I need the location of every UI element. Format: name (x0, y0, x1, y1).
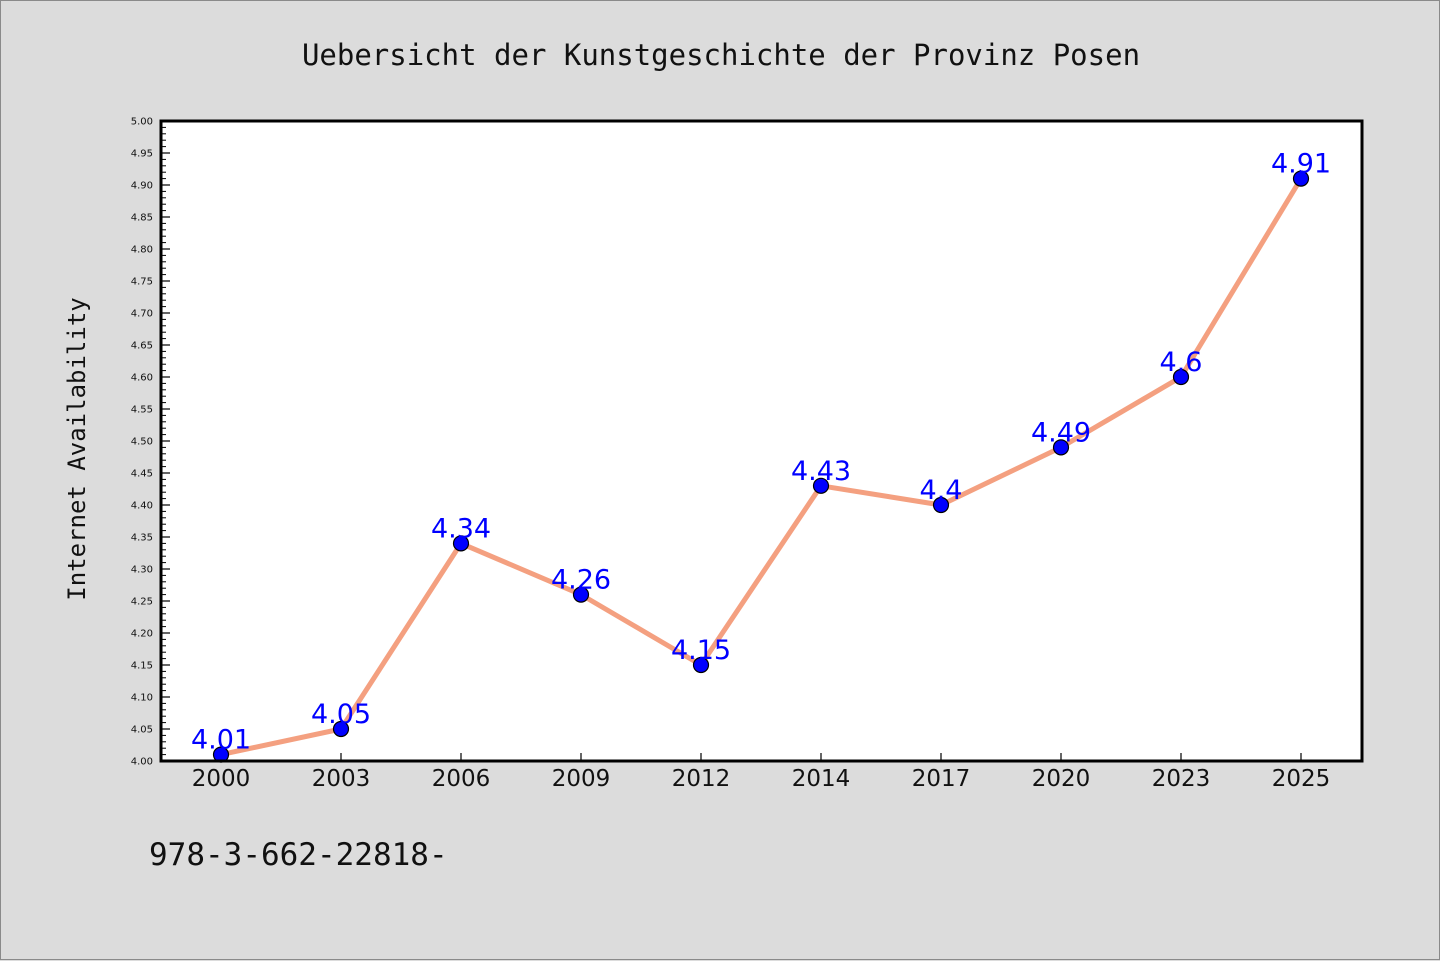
y-tick-label: 4.35 (131, 533, 153, 544)
data-point (1052, 439, 1070, 456)
x-tick-label: 2014 (792, 766, 851, 792)
y-tick-label: 4.50 (131, 437, 153, 448)
plot-area (161, 121, 1362, 761)
y-tick-label: 4.25 (131, 597, 153, 608)
x-tick-label: 2009 (552, 766, 611, 792)
data-label: 4.4 (920, 475, 963, 506)
x-tick-label: 2020 (1032, 766, 1091, 792)
data-label: 4.05 (311, 699, 371, 730)
y-tick-label: 4.95 (131, 149, 153, 160)
x-tick-label: 2017 (912, 766, 971, 792)
y-tick-label: 4.80 (131, 245, 153, 256)
y-tick-label: 4.00 (131, 757, 153, 768)
x-tick-label: 2023 (1152, 766, 1211, 792)
y-tick-label: 4.20 (131, 629, 153, 640)
data-label: 4.43 (791, 456, 851, 487)
data-label: 4.49 (1031, 417, 1091, 448)
chart-title: Uebersicht der Kunstgeschichte der Provi… (302, 38, 1140, 72)
y-tick-label: 4.65 (131, 341, 153, 352)
data-point (812, 477, 830, 494)
y-tick-label: 4.40 (131, 501, 153, 512)
data-label: 4.26 (551, 565, 611, 596)
y-tick-label: 4.75 (131, 277, 153, 288)
y-tick-label: 4.05 (131, 725, 153, 736)
x-tick-label: 2025 (1272, 766, 1331, 792)
y-tick-label: 4.10 (131, 693, 153, 704)
series-line (218, 176, 1304, 758)
data-point (932, 496, 950, 514)
data-label: 4.01 (191, 725, 251, 756)
y-tick-label: 4.15 (131, 661, 153, 672)
y-tick-label: 5.00 (131, 117, 153, 128)
y-tick-label: 4.60 (131, 373, 153, 384)
series-group (212, 170, 1310, 763)
y-tick-label: 4.45 (131, 469, 153, 480)
data-label: 4.15 (671, 635, 731, 666)
data-labels-group: 4.01 4.05 4.34 4.26 4.15 4.43 4.4 4.49 4.6 4.91 (191, 149, 1331, 756)
plot-frame (159, 119, 1364, 763)
data-point (572, 586, 590, 603)
x-axis-ticks: 2000 2003 2006 2009 2012 2014 2017 2020 2023 2025 (192, 753, 1331, 792)
x-tick-label: 2000 (192, 766, 251, 792)
data-point (452, 535, 470, 552)
data-point (1172, 368, 1190, 386)
data-point (692, 656, 710, 674)
data-label: 4.6 (1160, 347, 1203, 378)
y-tick-label: 4.90 (131, 181, 153, 192)
data-point (1292, 170, 1310, 187)
data-point (332, 720, 350, 738)
data-label: 4.34 (431, 513, 491, 544)
y-axis-label: Internet Availability (63, 297, 91, 600)
y-tick-label: 4.85 (131, 213, 153, 224)
footnote: 978-3-662-22818- (149, 837, 448, 873)
x-tick-label: 2003 (312, 766, 371, 792)
x-tick-label: 2012 (672, 766, 731, 792)
y-tick-label: 4.70 (131, 309, 153, 320)
data-label: 4.91 (1271, 149, 1331, 180)
y-tick-label: 4.55 (131, 405, 153, 416)
x-tick-label: 2006 (432, 766, 491, 792)
y-tick-label: 4.30 (131, 565, 153, 576)
